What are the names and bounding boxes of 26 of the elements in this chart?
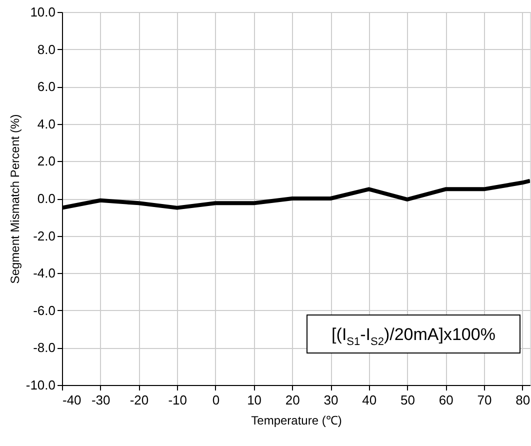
x-tick-label: 60: [438, 392, 454, 408]
x-tick-label: -10: [168, 392, 187, 408]
x-tick-label: 10: [247, 392, 262, 408]
y-tick-label: 2.0: [37, 154, 56, 169]
y-tick-label: 8.0: [37, 42, 56, 57]
y-tick-label: 4.0: [37, 116, 56, 132]
x-tick-label: 50: [400, 392, 415, 408]
y-tick-label: 0.0: [37, 191, 56, 206]
x-tick-label: 70: [477, 392, 492, 408]
x-tick-label: -30: [91, 392, 110, 408]
x-axis-title: Temperature (℃): [251, 414, 342, 428]
y-tick-label: -2.0: [33, 228, 56, 244]
y-tick-label: -8.0: [33, 340, 56, 356]
x-tick-label: 30: [324, 392, 338, 408]
y-axis-title: Segment Mismatch Percent (%): [8, 114, 22, 284]
x-tick-label: 0: [212, 392, 220, 408]
x-tick-label: -20: [130, 392, 149, 408]
y-tick-label: 10.0: [30, 4, 56, 20]
x-tick-label: 80: [516, 392, 530, 408]
y-tick-label: -10.0: [26, 378, 56, 392]
x-tick-label: 20: [285, 392, 300, 408]
y-tick-label: -6.0: [33, 302, 56, 318]
x-tick-label: 40: [362, 392, 377, 408]
x-tick-label: -40: [62, 392, 82, 408]
y-tick-label: 6.0: [37, 79, 56, 94]
y-tick-label: -4.0: [33, 266, 56, 281]
